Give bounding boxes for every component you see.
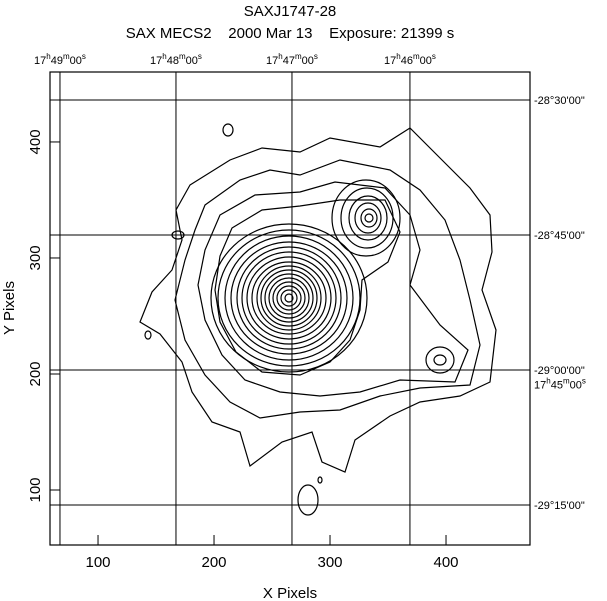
y2-tick-label: -29°15'00" bbox=[534, 500, 585, 512]
x2-tick-label: 17h47m00s bbox=[266, 52, 318, 67]
y-axis-label: Y Pixels bbox=[1, 281, 18, 335]
y-tick-label: 400 bbox=[27, 129, 44, 154]
y2-tick-label: -28°30'00" bbox=[534, 95, 585, 107]
x2-side-label: 17h45m00s bbox=[534, 376, 586, 391]
chart-title: SAXJ1747-28 bbox=[244, 3, 337, 20]
x-tick-label: 300 bbox=[318, 554, 343, 571]
x-tick-label: 100 bbox=[86, 554, 111, 571]
plot-frame bbox=[49, 71, 531, 546]
x-tick-label: 200 bbox=[202, 554, 227, 571]
x2-tick-label: 17h46m00s bbox=[384, 52, 436, 67]
chart-subtitle: SAX MECS2 2000 Mar 13 Exposure: 21399 s bbox=[126, 25, 455, 42]
y2-tick-label: -28°45'00" bbox=[534, 230, 585, 242]
x-tick-label: 400 bbox=[434, 554, 459, 571]
y-tick-label: 200 bbox=[27, 361, 44, 386]
x2-tick-label: 17h48m00s bbox=[150, 52, 202, 67]
y-tick-label: 100 bbox=[27, 477, 44, 502]
x2-tick-label: 17h49m00s bbox=[34, 52, 86, 67]
y2-tick-label: -29°00'00" bbox=[534, 365, 585, 377]
contours bbox=[139, 123, 497, 516]
y-tick-label: 300 bbox=[27, 245, 44, 270]
x-axis-label: X Pixels bbox=[263, 585, 317, 601]
